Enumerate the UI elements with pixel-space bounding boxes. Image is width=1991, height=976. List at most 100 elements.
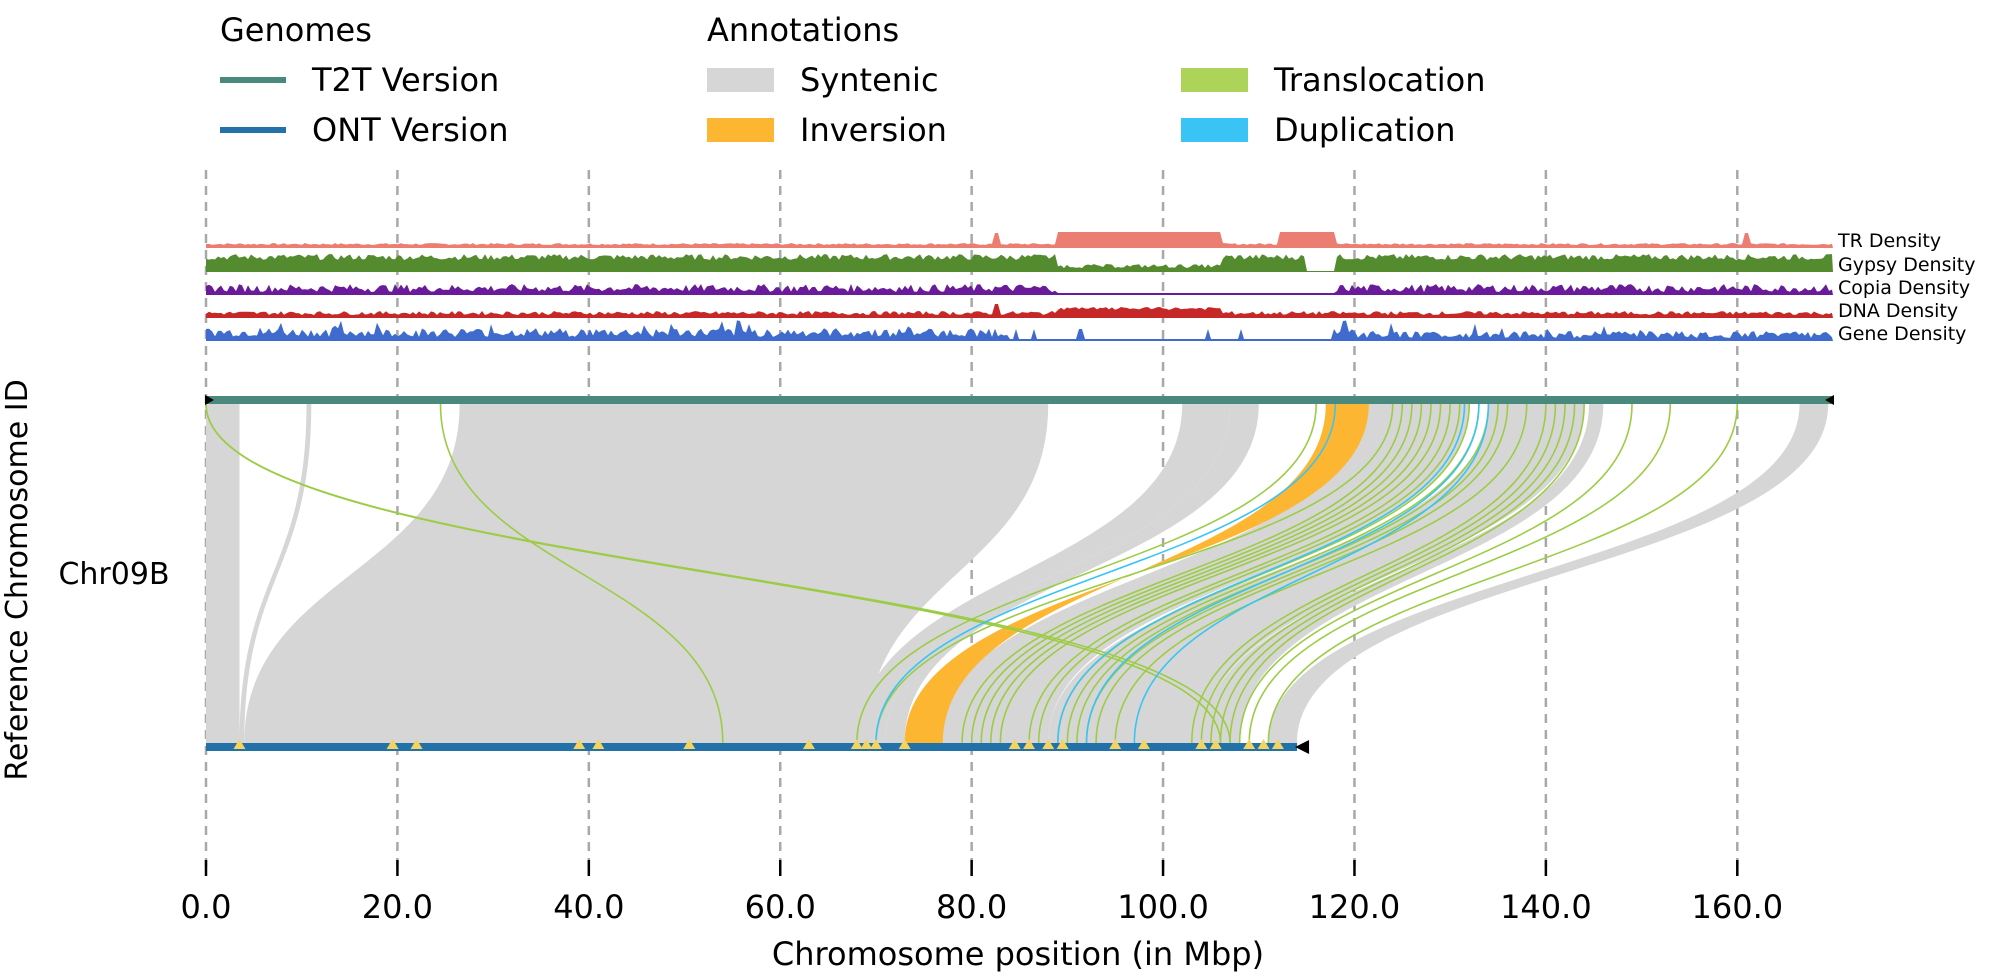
- translocation-link: [1219, 403, 1576, 744]
- ont-marker: [860, 739, 873, 749]
- translocation-link: [205, 403, 1222, 744]
- translocation-link: [1267, 403, 1739, 744]
- syntenic-block: [1201, 404, 1604, 743]
- ont-marker: [573, 739, 586, 749]
- x-tick-label: 40.0: [553, 888, 624, 926]
- translocation-link: [439, 403, 724, 744]
- density-track-3: [206, 304, 1833, 318]
- ont-marker: [1137, 739, 1150, 749]
- ont-marker: [1243, 739, 1256, 749]
- legend-label-syntenic: Syntenic: [800, 61, 939, 99]
- ont-end-marker: [1295, 740, 1310, 754]
- y-axis-label: Reference Chromosome ID: [0, 379, 35, 780]
- chromosome-label: Chr09B: [58, 557, 169, 592]
- grid-lines: [204, 170, 1739, 872]
- syntenic-block: [239, 404, 312, 743]
- ont-marker: [1042, 739, 1055, 749]
- density-track-1: [206, 254, 1833, 272]
- ont-marker: [1195, 739, 1208, 749]
- translocation-link: [1114, 403, 1528, 744]
- translocation-link: [1200, 403, 1557, 744]
- translocation-link: [1229, 403, 1585, 744]
- duplication-link: [1056, 403, 1466, 744]
- density-track-2: [206, 284, 1833, 295]
- ont-marker: [1109, 739, 1122, 749]
- translocation-link: [875, 403, 1394, 744]
- ont-marker: [592, 739, 605, 749]
- ont-marker: [1056, 739, 1069, 749]
- legend-swatch-inversion: [707, 118, 774, 142]
- x-tick-label: 0.0: [181, 888, 232, 926]
- genomes-legend: Genomes T2T Version ONT Version: [220, 11, 509, 149]
- density-track-label: Gene Density: [1838, 323, 1966, 345]
- density-track-label: TR Density: [1837, 230, 1941, 252]
- x-tick-label: 20.0: [362, 888, 433, 926]
- genome-bars: [205, 395, 1834, 754]
- translocation-link: [1238, 403, 1633, 744]
- x-axis-label: Chromosome position (in Mbp): [772, 935, 1264, 973]
- syntenic-block: [938, 404, 1470, 743]
- t2t-end-marker: [1825, 395, 1834, 405]
- legend-swatch-syntenic: [707, 68, 774, 92]
- ont-marker: [898, 739, 911, 749]
- translocation-link: [856, 403, 1317, 744]
- ont-marker: [1023, 739, 1036, 749]
- legend-label-ont: ONT Version: [312, 111, 509, 149]
- density-track-label: Gypsy Density: [1838, 254, 1975, 276]
- annotations-legend: Annotations Syntenic Inversion Transloca…: [707, 11, 1486, 149]
- syntenic-block: [244, 404, 1049, 743]
- annotations-legend-title: Annotations: [707, 11, 899, 49]
- genomes-legend-title: Genomes: [220, 11, 372, 49]
- ont-marker: [802, 739, 815, 749]
- ont-marker: [1209, 739, 1222, 749]
- translocation-link: [1037, 403, 1461, 744]
- density-track-4: [206, 320, 1833, 341]
- duplication-link: [875, 403, 1337, 744]
- syntenic-block: [885, 404, 1259, 743]
- density-track-label: Copia Density: [1838, 277, 1970, 299]
- x-tick-label: 80.0: [936, 888, 1007, 926]
- ont-marker: [386, 739, 399, 749]
- x-tick-label: 100.0: [1117, 888, 1209, 926]
- x-tick-label: 60.0: [745, 888, 816, 926]
- ont-marker: [1008, 739, 1021, 749]
- x-tick-label: 120.0: [1309, 888, 1401, 926]
- translocation-link: [1028, 403, 1451, 744]
- x-axis: 0.0 20.0 40.0 60.0 80.0 100.0 120.0 140.0 160.0: [181, 860, 1783, 926]
- syntenic-block: [206, 404, 240, 743]
- legend-swatch-translocation: [1181, 68, 1248, 92]
- x-tick-label: 140.0: [1500, 888, 1592, 926]
- ont-marker: [233, 739, 246, 749]
- t2t-start-marker: [205, 395, 214, 405]
- translocation-link: [1248, 403, 1672, 744]
- ont-marker: [1257, 739, 1270, 749]
- legend-label-translocation: Translocation: [1273, 61, 1486, 99]
- x-tick-label: 160.0: [1691, 888, 1783, 926]
- translocation-link: [999, 403, 1442, 744]
- translocation-link: [961, 403, 1404, 744]
- ont-marker: [869, 739, 882, 749]
- legend-label-inversion: Inversion: [800, 111, 947, 149]
- ont-marker: [683, 739, 696, 749]
- translocation-link: [970, 403, 1413, 744]
- syntenic-block: [1268, 404, 1829, 743]
- duplication-link: [1133, 403, 1490, 744]
- density-track-label: DNA Density: [1838, 300, 1958, 322]
- legend-label-duplication: Duplication: [1274, 111, 1456, 149]
- legend-swatch-duplication: [1181, 118, 1248, 142]
- syntenic-block: [856, 404, 1231, 743]
- ont-marker: [850, 739, 863, 749]
- ont-marker: [1271, 739, 1284, 749]
- translocation-link: [1095, 403, 1509, 744]
- translocation-link: [980, 403, 1423, 744]
- legend-label-t2t: T2T Version: [311, 61, 499, 99]
- density-track-0: [206, 232, 1833, 248]
- translocation-link: [1190, 403, 1547, 744]
- translocation-link: [1210, 403, 1566, 744]
- translocation-link: [989, 403, 1432, 744]
- duplication-link: [1085, 403, 1480, 744]
- ont-marker: [410, 739, 423, 749]
- synteny-links: [205, 403, 1829, 744]
